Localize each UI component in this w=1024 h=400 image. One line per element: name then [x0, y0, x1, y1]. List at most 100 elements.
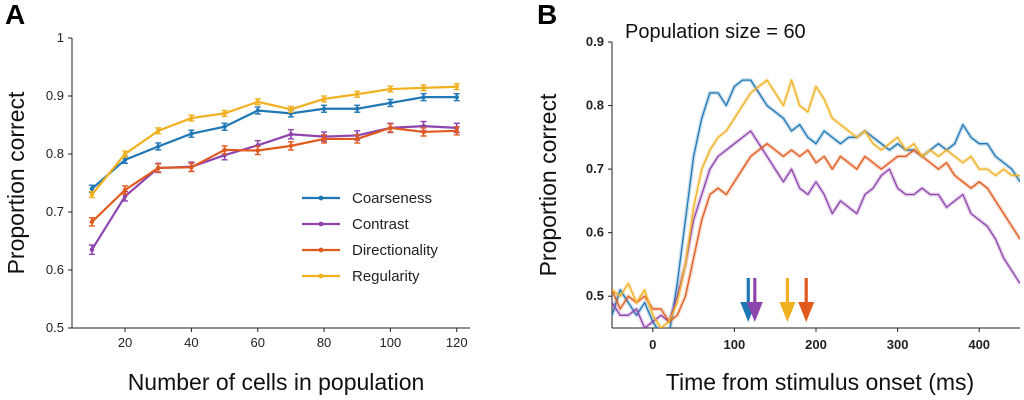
data-point: [222, 111, 227, 116]
panel-a-y-tick-label: 1: [57, 30, 64, 45]
panel-b-y-tick-label: 0.9: [586, 34, 604, 49]
data-point: [355, 92, 360, 97]
data-point: [355, 136, 360, 142]
panel-a-y-ticks: 0.5 0.6 0.7 0.8 0.9 1: [46, 30, 72, 335]
panel-a-y-tick-label: 0.8: [46, 146, 64, 161]
arrow-contrast: [746, 278, 763, 322]
panel-b-x-tick-label: 100: [724, 337, 746, 352]
legend-label: Coarseness: [352, 190, 432, 207]
data-point: [321, 96, 327, 102]
legend-marker: [318, 195, 324, 201]
series-directionality: [88, 123, 460, 227]
data-point: [388, 86, 393, 92]
panel-a-series: [88, 83, 460, 256]
panel-a-y-tick-label: 0.5: [46, 320, 64, 335]
legend-marker: [318, 221, 324, 227]
data-point: [454, 84, 459, 89]
data-point: [255, 148, 260, 153]
data-point: [255, 108, 260, 113]
series-line-directionality: [612, 143, 1020, 323]
series-line-regularity: [91, 85, 457, 196]
panel-a-x-tick-label: 80: [317, 335, 331, 350]
legend-label: Regularity: [352, 268, 420, 285]
panel-b-y-tick-label: 0.6: [586, 225, 604, 240]
data-point: [288, 107, 294, 112]
data-point: [89, 192, 95, 197]
data-point: [454, 94, 459, 100]
data-point: [189, 115, 194, 121]
arrow-head: [779, 302, 796, 322]
panel-b-y-ticks: 0.5 0.6 0.7 0.8 0.9: [586, 34, 612, 303]
legend-label: Directionality: [352, 242, 438, 259]
legend-label: Contrast: [352, 216, 410, 233]
panel-a-x-tick-label: 40: [184, 335, 198, 350]
panel-a-y-tick-label: 0.7: [46, 204, 64, 219]
data-point: [122, 194, 128, 199]
legend-item-regularity: Regularity: [302, 268, 420, 285]
data-point: [189, 165, 194, 170]
data-point: [388, 100, 393, 106]
panel-b-x-tick-label: 0: [649, 337, 656, 352]
arrow-head: [746, 302, 763, 322]
data-point: [454, 128, 459, 133]
data-point: [122, 187, 128, 193]
panel-a-label: A: [5, 0, 25, 30]
data-point: [89, 219, 95, 225]
panel-b-arrows: [740, 278, 815, 322]
data-point: [122, 157, 128, 162]
arrow-head: [798, 302, 815, 322]
series-line-contrast: [612, 130, 1020, 328]
panel-b-x-tick-label: 400: [968, 337, 990, 352]
data-point: [156, 165, 161, 171]
data-point: [89, 247, 95, 252]
series-band-coarseness: [612, 78, 1020, 328]
data-point: [89, 186, 95, 191]
panel-b-x-ticks: 0 100 200 300 400: [649, 328, 990, 352]
panel-b-label: B: [537, 0, 557, 30]
data-point: [288, 143, 294, 149]
series-contrast: [612, 128, 1020, 328]
panel-b-chart: 0.5 0.6 0.7 0.8 0.9 0 100 200 300 400 Population…: [535, 21, 1020, 395]
data-point: [222, 147, 227, 153]
data-point: [388, 125, 393, 131]
panel-b-y-tick-label: 0.8: [586, 98, 604, 113]
panel-a-x-tick-label: 20: [118, 335, 132, 350]
series-line-regularity: [612, 79, 1020, 328]
panel-a-y-label: Proportion correct: [3, 91, 29, 274]
data-point: [421, 85, 426, 91]
legend-item-directionality: Directionality: [302, 242, 438, 259]
data-point: [321, 136, 327, 142]
data-point: [421, 129, 426, 135]
data-point: [288, 132, 294, 137]
series-line-directionality: [91, 126, 457, 223]
panel-a-x-tick-label: 100: [380, 335, 402, 350]
data-point: [255, 99, 260, 105]
data-point: [222, 124, 227, 129]
legend-item-coarseness: Coarseness: [302, 190, 432, 207]
arrow-directionality: [798, 278, 815, 322]
panel-b-y-tick-label: 0.5: [586, 288, 604, 303]
data-point: [355, 106, 360, 111]
panel-a-chart: 0.5 0.6 0.7 0.8 0.9 1 20 40 60 80 100 120 Coarsene…: [3, 30, 470, 395]
panel-b-x-tick-label: 200: [805, 337, 827, 352]
data-point: [156, 144, 161, 149]
panel-a-x-label: Number of cells in population: [128, 369, 425, 395]
data-point: [189, 131, 194, 136]
panel-a-x-ticks: 20 40 60 80 100 120: [118, 328, 468, 350]
series-line-coarseness: [612, 79, 1020, 328]
panel-b-x-label: Time from stimulus onset (ms): [666, 369, 974, 395]
series-regularity: [612, 78, 1020, 328]
arrow-regularity: [779, 278, 796, 322]
data-point: [321, 106, 327, 111]
panel-a-x-tick-label: 60: [250, 335, 264, 350]
panel-b-y-label: Proportion correct: [535, 93, 561, 276]
panel-a-x-tick-label: 120: [446, 335, 468, 350]
series-coarseness: [612, 78, 1020, 328]
series-line-coarseness: [91, 96, 457, 190]
panel-a-y-tick-label: 0.9: [46, 88, 64, 103]
panel-a-y-tick-label: 0.6: [46, 262, 64, 277]
data-point: [156, 128, 161, 133]
legend-item-contrast: Contrast: [302, 216, 410, 233]
series-regularity: [88, 83, 460, 199]
